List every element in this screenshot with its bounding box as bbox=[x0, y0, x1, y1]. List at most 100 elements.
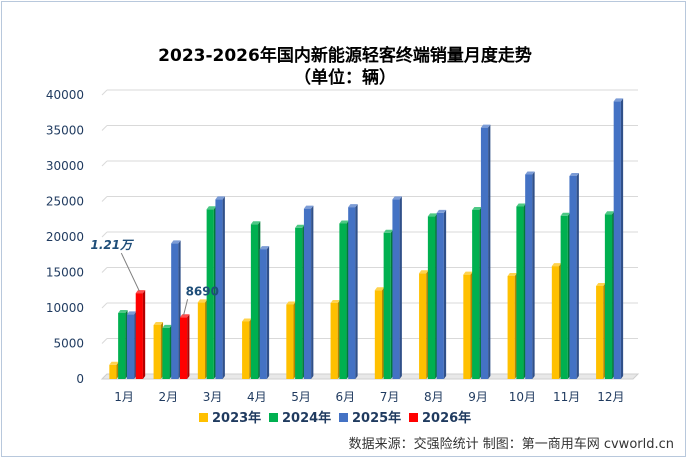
chart-subtitle: （单位：辆） bbox=[294, 67, 396, 88]
bar-top bbox=[374, 287, 385, 291]
bar bbox=[480, 124, 491, 379]
bar-top bbox=[126, 311, 137, 315]
bar-side bbox=[576, 172, 579, 379]
bar-top bbox=[427, 213, 438, 217]
bar-side bbox=[222, 196, 225, 379]
bar-top bbox=[286, 301, 296, 305]
bar-top bbox=[118, 309, 128, 313]
bar bbox=[162, 324, 172, 379]
bar bbox=[472, 207, 482, 379]
bar-top bbox=[596, 282, 606, 286]
bar-front bbox=[303, 208, 312, 379]
legend-item: 2026年 bbox=[409, 410, 471, 426]
bar-front bbox=[436, 212, 444, 379]
bar bbox=[348, 204, 358, 379]
bar-top bbox=[560, 212, 571, 216]
bar bbox=[153, 322, 164, 379]
gridline-side bbox=[101, 231, 108, 238]
bar-side bbox=[311, 205, 314, 379]
bar-front bbox=[613, 101, 621, 379]
legend-label: 2026年 bbox=[422, 410, 471, 426]
bar-top bbox=[179, 314, 190, 318]
bar-side bbox=[355, 204, 358, 379]
bar bbox=[109, 361, 119, 379]
bar-top bbox=[259, 246, 270, 250]
bar-top bbox=[153, 322, 164, 326]
bar-top bbox=[206, 206, 217, 210]
bar-front bbox=[197, 302, 206, 379]
plot-area bbox=[102, 90, 638, 379]
grid bbox=[100, 89, 640, 380]
bar-front bbox=[206, 209, 214, 379]
bar-top bbox=[197, 299, 208, 303]
legend-label: 2025年 bbox=[352, 410, 401, 426]
legend-item: 2024年 bbox=[269, 410, 331, 426]
gridline-side bbox=[101, 302, 108, 309]
bar-front bbox=[560, 215, 568, 379]
bar-top bbox=[472, 207, 482, 211]
bar-front bbox=[153, 325, 161, 379]
x-tick-label: 5月 bbox=[291, 390, 311, 404]
bar-top bbox=[339, 220, 349, 224]
bar-top bbox=[419, 270, 429, 274]
annotation-leader bbox=[120, 252, 140, 292]
bar-front bbox=[250, 224, 259, 379]
legend-swatch bbox=[409, 413, 418, 422]
bar-top bbox=[613, 98, 624, 102]
y-tick-label: 5000 bbox=[53, 337, 84, 351]
bar-top bbox=[525, 171, 535, 175]
bar bbox=[507, 273, 518, 379]
gridline-side bbox=[101, 267, 108, 273]
bar bbox=[516, 203, 526, 379]
annotation-label: 8690 bbox=[186, 284, 219, 298]
source-note: 数据来源：交强险统计 制图：第一商用车网 cvworld.cn bbox=[349, 436, 674, 452]
bar bbox=[303, 205, 314, 379]
bar-top bbox=[171, 240, 181, 244]
bar-top bbox=[135, 290, 146, 294]
bar-side bbox=[443, 209, 447, 379]
bar bbox=[419, 270, 429, 379]
bar-side bbox=[488, 124, 491, 379]
bar-side bbox=[620, 98, 624, 379]
bars bbox=[109, 98, 624, 379]
bar bbox=[383, 229, 394, 379]
legend-swatch bbox=[269, 413, 278, 422]
bar-side bbox=[187, 314, 190, 379]
bar-top bbox=[507, 273, 518, 277]
gridline-side bbox=[101, 338, 108, 344]
bar bbox=[339, 220, 349, 379]
bar-front bbox=[472, 210, 480, 379]
bar-front bbox=[135, 293, 143, 379]
bar bbox=[569, 172, 579, 379]
bar bbox=[330, 300, 341, 379]
x-tick-label: 1月 bbox=[114, 390, 134, 404]
bar-front bbox=[507, 276, 515, 379]
bar-front bbox=[109, 364, 117, 379]
bar bbox=[463, 271, 473, 379]
gridline-side bbox=[101, 125, 108, 131]
chart-title: 2023-2026年国内新能源轻客终端销量月度走势 bbox=[158, 45, 532, 66]
bar bbox=[171, 240, 181, 379]
bar-front bbox=[419, 273, 427, 379]
legend-swatch bbox=[339, 413, 348, 422]
y-axis: 0 5000 10000 15000 20000 25000 30000 35000 40000 bbox=[46, 88, 84, 386]
bar-front bbox=[516, 206, 524, 379]
gridline-side bbox=[101, 196, 108, 202]
bar bbox=[250, 221, 261, 379]
y-tick-label: 15000 bbox=[46, 266, 84, 280]
x-tick-label: 6月 bbox=[336, 390, 356, 404]
bar bbox=[427, 213, 438, 379]
bar bbox=[242, 318, 252, 379]
bar-front bbox=[596, 285, 604, 379]
bar bbox=[259, 246, 270, 379]
y-tick-label: 20000 bbox=[46, 230, 84, 244]
bar-front bbox=[339, 223, 347, 379]
bar-front bbox=[480, 127, 489, 379]
bar-top bbox=[551, 263, 562, 267]
bar-top bbox=[463, 271, 473, 275]
bar bbox=[604, 211, 615, 379]
annotation-leader bbox=[183, 299, 189, 316]
y-tick-label: 0 bbox=[76, 372, 84, 386]
bar bbox=[286, 301, 296, 379]
